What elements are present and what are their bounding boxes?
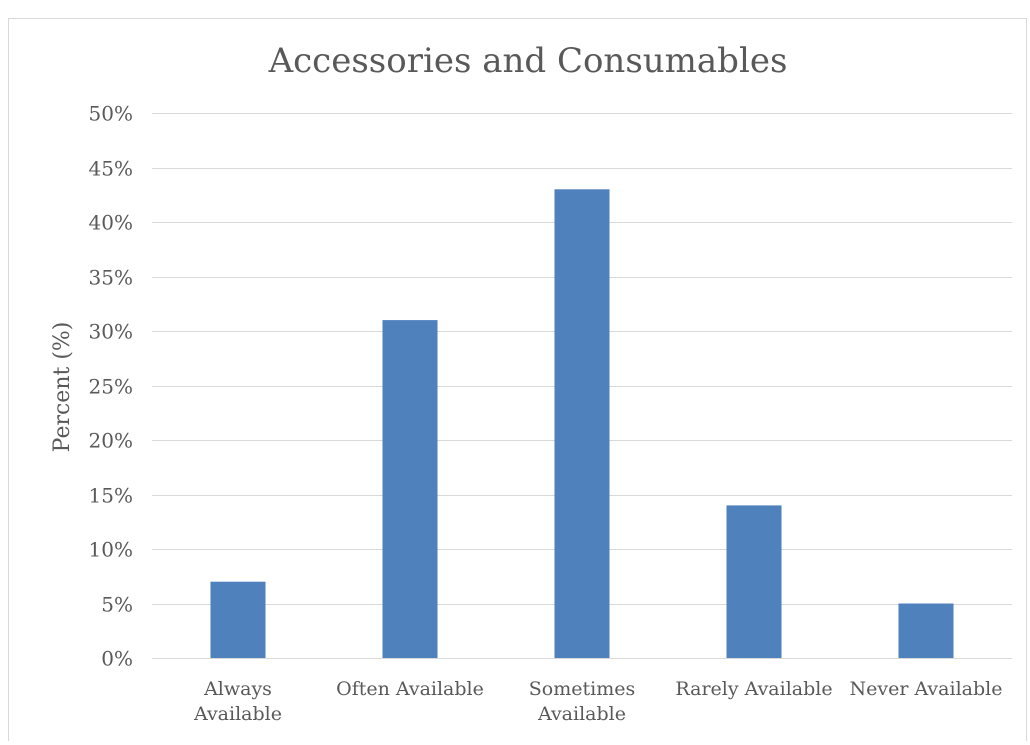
y-tick-label: 30% [89, 320, 133, 344]
bar [382, 320, 438, 658]
bar [898, 603, 954, 658]
y-tick-label: 25% [89, 375, 133, 399]
y-tick-label: 50% [89, 102, 133, 126]
y-tick-label: 35% [89, 266, 133, 290]
y-axis-label: Percent (%) [50, 322, 75, 453]
y-tick-label: 20% [89, 429, 133, 453]
x-tick-label: Often Available [336, 678, 484, 700]
y-tick-label: 45% [89, 157, 133, 181]
y-tick-label: 0% [101, 647, 133, 671]
x-tick-label: Never Available [850, 678, 1003, 700]
y-tick-label: 40% [89, 211, 133, 235]
bar [554, 189, 610, 659]
y-axis-ticks: 0% 5% 10% 15% 20% 25% 30% 35% 40% 45% 50% [89, 102, 133, 671]
bar [726, 505, 782, 658]
y-tick-label: 5% [101, 593, 133, 617]
chart-border [8, 18, 1027, 745]
bars [210, 189, 954, 659]
x-tick-label: Always Available [193, 678, 282, 725]
y-tick-label: 15% [89, 484, 133, 508]
x-tick-label: Rarely Available [675, 678, 832, 700]
x-axis-ticks: Always Available Often Available Sometimes A… [193, 678, 1002, 725]
y-tick-label: 10% [89, 538, 133, 562]
chart-title: Accessories and Consumables [268, 41, 788, 81]
bar [210, 581, 266, 658]
x-tick-label: Sometimes Available [529, 678, 635, 725]
